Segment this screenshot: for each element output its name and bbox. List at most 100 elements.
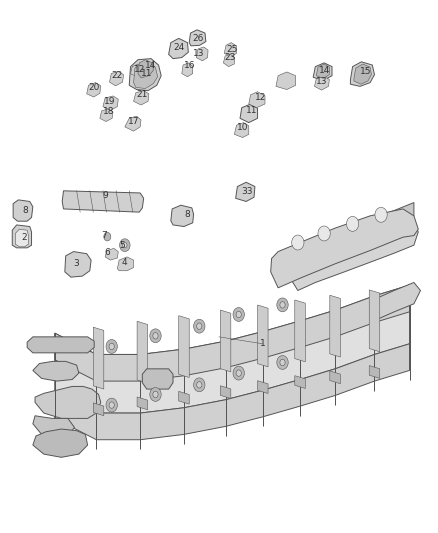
Circle shape [109, 402, 114, 408]
Polygon shape [55, 285, 410, 381]
Circle shape [236, 370, 241, 376]
Polygon shape [258, 305, 268, 367]
Polygon shape [258, 381, 268, 393]
Circle shape [280, 302, 285, 308]
Circle shape [150, 329, 161, 343]
Polygon shape [105, 248, 118, 260]
Text: 7: 7 [101, 231, 107, 240]
Text: 5: 5 [119, 241, 125, 249]
Text: 21: 21 [137, 91, 148, 99]
Polygon shape [93, 327, 104, 389]
Circle shape [120, 239, 130, 252]
Polygon shape [369, 366, 380, 378]
Polygon shape [33, 416, 74, 438]
Polygon shape [134, 91, 149, 105]
Circle shape [233, 308, 244, 321]
Polygon shape [189, 30, 206, 46]
Polygon shape [295, 376, 305, 389]
Circle shape [197, 323, 202, 329]
Polygon shape [220, 310, 231, 372]
Circle shape [318, 226, 330, 241]
Polygon shape [224, 43, 237, 56]
Polygon shape [117, 257, 134, 271]
Polygon shape [171, 205, 194, 227]
Polygon shape [330, 371, 340, 384]
Polygon shape [65, 252, 91, 277]
Text: 2: 2 [21, 233, 27, 241]
Circle shape [194, 378, 205, 392]
Circle shape [292, 235, 304, 250]
Polygon shape [274, 214, 403, 278]
Polygon shape [35, 386, 101, 418]
Polygon shape [100, 109, 113, 122]
Polygon shape [291, 216, 418, 290]
Polygon shape [137, 397, 148, 410]
Text: 8: 8 [22, 206, 28, 215]
Text: 14: 14 [319, 66, 331, 75]
Text: 6: 6 [104, 248, 110, 256]
Circle shape [375, 207, 387, 222]
Polygon shape [93, 403, 104, 416]
Polygon shape [314, 76, 329, 90]
Polygon shape [179, 316, 189, 377]
Polygon shape [134, 62, 158, 88]
Polygon shape [55, 344, 410, 440]
Polygon shape [27, 337, 94, 353]
Circle shape [123, 243, 127, 248]
Polygon shape [138, 60, 153, 78]
Text: 9: 9 [102, 191, 108, 200]
Polygon shape [249, 92, 265, 108]
Text: 3: 3 [74, 260, 80, 268]
Circle shape [109, 343, 114, 350]
Text: 15: 15 [360, 68, 371, 76]
Text: 22: 22 [112, 71, 123, 80]
Text: 1: 1 [260, 340, 266, 348]
Polygon shape [103, 96, 118, 110]
Polygon shape [234, 123, 249, 138]
Circle shape [106, 340, 117, 353]
Circle shape [346, 216, 359, 231]
Polygon shape [15, 229, 28, 247]
Polygon shape [316, 64, 329, 78]
Polygon shape [240, 104, 258, 123]
Polygon shape [369, 290, 380, 352]
Polygon shape [87, 83, 101, 97]
Polygon shape [182, 63, 193, 77]
Text: 18: 18 [103, 108, 114, 116]
Polygon shape [33, 361, 79, 381]
Text: 26: 26 [192, 34, 204, 43]
Text: 11: 11 [141, 69, 152, 78]
Text: 19: 19 [104, 97, 115, 106]
Circle shape [153, 391, 158, 398]
Polygon shape [12, 225, 32, 248]
Polygon shape [125, 116, 141, 131]
Polygon shape [129, 59, 161, 91]
Polygon shape [295, 300, 305, 362]
Polygon shape [220, 386, 231, 399]
Text: 33: 33 [242, 188, 253, 196]
Text: 25: 25 [226, 45, 238, 53]
Polygon shape [370, 282, 420, 322]
Polygon shape [330, 295, 340, 357]
Polygon shape [223, 54, 235, 67]
Text: 8: 8 [184, 210, 191, 219]
Text: 16: 16 [184, 61, 195, 69]
Circle shape [233, 366, 244, 380]
Text: 12: 12 [255, 93, 266, 101]
Text: 11: 11 [246, 107, 258, 115]
Circle shape [197, 382, 202, 388]
Text: 17: 17 [128, 117, 139, 126]
Polygon shape [137, 321, 148, 383]
Polygon shape [236, 182, 255, 201]
Polygon shape [169, 38, 188, 59]
Polygon shape [110, 71, 124, 86]
Polygon shape [55, 285, 410, 413]
Text: 10: 10 [237, 124, 249, 132]
Polygon shape [300, 203, 414, 261]
Polygon shape [131, 64, 142, 77]
Circle shape [150, 387, 161, 401]
Polygon shape [13, 200, 33, 221]
Polygon shape [313, 63, 332, 80]
Text: 4: 4 [122, 258, 127, 266]
Polygon shape [142, 369, 173, 389]
